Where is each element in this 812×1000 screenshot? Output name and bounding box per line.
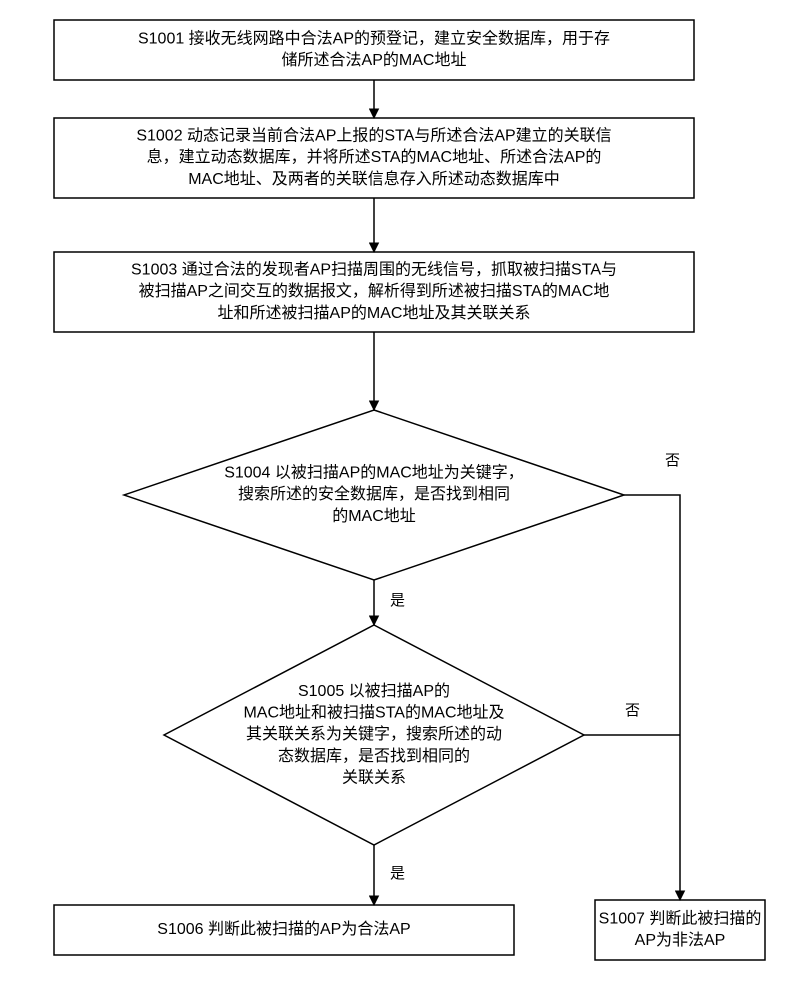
label-0: 是 bbox=[390, 592, 405, 609]
svg-text:MAC地址、及两者的关联信息存入所述动态数据库中: MAC地址、及两者的关联信息存入所述动态数据库中 bbox=[188, 170, 560, 188]
svg-text:的MAC地址: 的MAC地址 bbox=[332, 507, 416, 525]
svg-text:AP为非法AP: AP为非法AP bbox=[635, 931, 726, 949]
label-1: 是 bbox=[390, 865, 405, 882]
svg-text:MAC地址和被扫描STA的MAC地址及: MAC地址和被扫描STA的MAC地址及 bbox=[243, 704, 504, 722]
svg-text:搜索所述的安全数据库，是否找到相同: 搜索所述的安全数据库，是否找到相同 bbox=[238, 485, 510, 503]
svg-text:储所述合法AP的MAC地址: 储所述合法AP的MAC地址 bbox=[282, 51, 467, 69]
svg-text:息，建立动态数据库，并将所述STA的MAC地址、所述合法AP: 息，建立动态数据库，并将所述STA的MAC地址、所述合法AP的 bbox=[147, 148, 602, 166]
svg-text:S1006 判断此被扫描的AP为合法AP: S1006 判断此被扫描的AP为合法AP bbox=[157, 920, 410, 938]
svg-text:态数据库，是否找到相同的: 态数据库，是否找到相同的 bbox=[278, 747, 470, 765]
svg-text:S1001 接收无线网路中合法AP的预登记，建立安全数据库，: S1001 接收无线网路中合法AP的预登记，建立安全数据库，用于存 bbox=[138, 29, 610, 47]
svg-text:S1005 以被扫描AP的: S1005 以被扫描AP的 bbox=[298, 682, 450, 700]
svg-text:址和所述被扫描AP的MAC地址及其关联关系: 址和所述被扫描AP的MAC地址及其关联关系 bbox=[218, 304, 531, 322]
label-3: 否 bbox=[625, 702, 640, 719]
svg-text:关联关系: 关联关系 bbox=[342, 768, 406, 786]
label-2: 否 bbox=[665, 452, 680, 469]
svg-text:被扫描AP之间交互的数据报文，解析得到所述被扫描STA的MA: 被扫描AP之间交互的数据报文，解析得到所述被扫描STA的MAC地 bbox=[139, 282, 610, 300]
svg-text:S1007 判断此被扫描的: S1007 判断此被扫描的 bbox=[599, 909, 762, 927]
svg-text:其关联关系为关键字，搜索所述的动: 其关联关系为关键字，搜索所述的动 bbox=[246, 725, 502, 743]
svg-text:S1002 动态记录当前合法AP上报的STA与所述合法AP建: S1002 动态记录当前合法AP上报的STA与所述合法AP建立的关联信 bbox=[136, 127, 611, 145]
svg-text:S1003 通过合法的发现者AP扫描周围的无线信号，抓取被扫: S1003 通过合法的发现者AP扫描周围的无线信号，抓取被扫描STA与 bbox=[131, 261, 617, 279]
svg-text:S1004 以被扫描AP的MAC地址为关键字，: S1004 以被扫描AP的MAC地址为关键字， bbox=[224, 464, 524, 482]
